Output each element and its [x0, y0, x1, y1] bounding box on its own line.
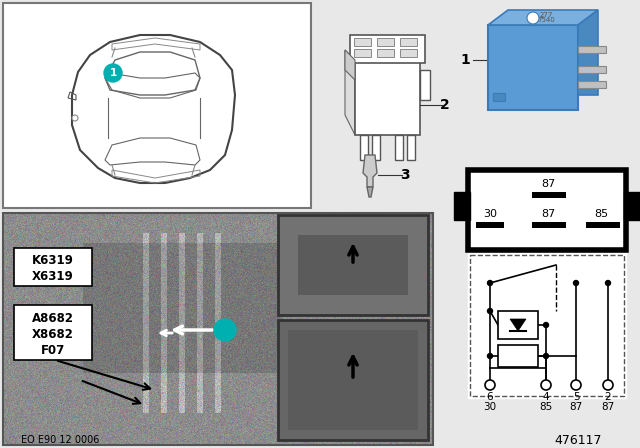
- Bar: [578, 46, 606, 53]
- Bar: [470, 255, 624, 396]
- Bar: [354, 49, 371, 57]
- Bar: [278, 215, 428, 315]
- Bar: [578, 66, 606, 73]
- Bar: [278, 320, 428, 440]
- Circle shape: [543, 353, 548, 358]
- Polygon shape: [345, 50, 355, 135]
- Polygon shape: [345, 50, 355, 80]
- Bar: [355, 60, 420, 135]
- Bar: [498, 345, 538, 367]
- Text: F07: F07: [41, 344, 65, 357]
- Bar: [532, 192, 566, 198]
- Bar: [532, 222, 566, 228]
- Circle shape: [543, 323, 548, 327]
- Bar: [420, 70, 430, 100]
- Circle shape: [485, 380, 495, 390]
- Polygon shape: [510, 319, 526, 331]
- Text: A8682: A8682: [32, 311, 74, 324]
- Bar: [468, 170, 626, 250]
- Circle shape: [214, 319, 236, 341]
- Bar: [586, 222, 620, 228]
- Bar: [360, 135, 368, 160]
- Bar: [350, 35, 425, 63]
- Bar: [377, 38, 394, 46]
- Bar: [407, 135, 415, 160]
- Text: 2: 2: [440, 98, 450, 112]
- Polygon shape: [367, 187, 373, 197]
- Text: 7540: 7540: [537, 17, 555, 23]
- Text: 6: 6: [486, 392, 493, 402]
- Text: X8682: X8682: [32, 327, 74, 340]
- Bar: [354, 38, 371, 46]
- Text: 1: 1: [221, 323, 229, 336]
- Text: 1: 1: [109, 68, 116, 78]
- Circle shape: [488, 280, 493, 285]
- Bar: [372, 135, 380, 160]
- Bar: [400, 49, 417, 57]
- Polygon shape: [363, 155, 377, 187]
- Text: 476117: 476117: [554, 434, 602, 447]
- Bar: [377, 49, 394, 57]
- Text: X6319: X6319: [32, 271, 74, 284]
- Text: 4: 4: [543, 392, 549, 402]
- Bar: [395, 135, 403, 160]
- Bar: [493, 93, 505, 101]
- Bar: [14, 248, 92, 286]
- Bar: [624, 192, 640, 220]
- Text: 87: 87: [541, 179, 555, 189]
- Text: 1: 1: [460, 53, 470, 67]
- Text: 87: 87: [541, 209, 555, 219]
- Circle shape: [72, 115, 78, 121]
- Bar: [3, 213, 433, 445]
- Polygon shape: [488, 10, 598, 25]
- Circle shape: [104, 64, 122, 82]
- Text: 3: 3: [400, 168, 410, 182]
- Text: 277: 277: [540, 12, 553, 18]
- Bar: [454, 192, 470, 220]
- Circle shape: [605, 280, 611, 285]
- Text: 30: 30: [483, 402, 497, 412]
- Text: 30: 30: [483, 209, 497, 219]
- Circle shape: [571, 380, 581, 390]
- Text: 2: 2: [605, 392, 611, 402]
- Bar: [468, 253, 626, 398]
- Bar: [14, 305, 92, 360]
- Bar: [578, 81, 606, 88]
- Text: 87: 87: [570, 402, 582, 412]
- Text: EO E90 12 0006: EO E90 12 0006: [21, 435, 99, 445]
- Circle shape: [603, 380, 613, 390]
- Circle shape: [527, 12, 539, 24]
- Text: 85: 85: [594, 209, 608, 219]
- Text: 87: 87: [602, 402, 614, 412]
- Bar: [488, 25, 578, 110]
- Circle shape: [488, 309, 493, 314]
- Text: K6319: K6319: [32, 254, 74, 267]
- Circle shape: [488, 353, 493, 358]
- Bar: [400, 38, 417, 46]
- Text: 85: 85: [540, 402, 552, 412]
- Bar: [476, 222, 504, 228]
- Bar: [498, 311, 538, 339]
- Text: 5: 5: [573, 392, 579, 402]
- Circle shape: [541, 380, 551, 390]
- Circle shape: [573, 280, 579, 285]
- Polygon shape: [578, 10, 598, 95]
- Bar: [3, 3, 311, 208]
